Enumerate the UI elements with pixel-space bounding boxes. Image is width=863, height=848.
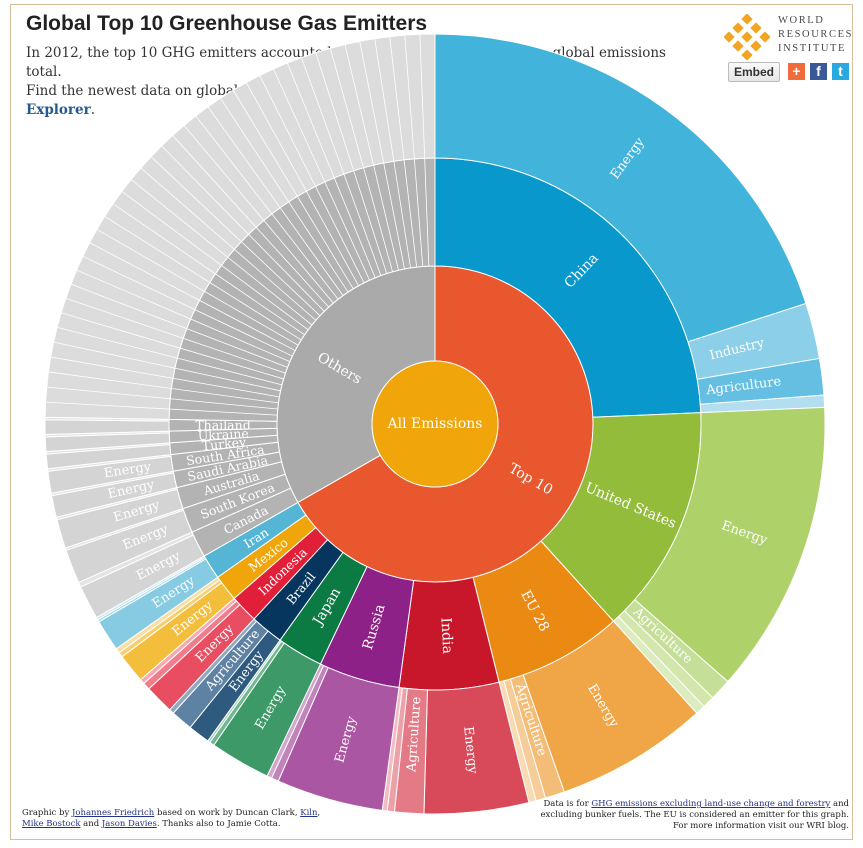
credit-link-friedrich[interactable]: Johannes Friedrich (71, 808, 155, 818)
minor-emitter-divider (46, 386, 278, 410)
wri-logo-icon (724, 14, 770, 60)
minor-emitter-divider (161, 145, 325, 312)
minor-emitter-divider (344, 44, 399, 271)
minor-emitter-divider (207, 106, 344, 296)
logo-line-1: WORLD (778, 15, 825, 26)
minor-emitter-divider (112, 203, 305, 336)
minor-emitter-divider (48, 371, 279, 404)
minor-emitter-divider (329, 48, 393, 272)
minor-emitter-divider (301, 57, 382, 276)
minor-emitter-divider (150, 156, 321, 316)
sector-label-south-africa-energy: Energy (103, 459, 153, 481)
wri-logo[interactable]: WORLD RESOURCES INSTITUTE (724, 12, 852, 60)
facebook-icon[interactable]: f (810, 63, 827, 80)
credit-link-kiln[interactable]: Kiln (300, 808, 318, 818)
embed-button[interactable]: Embed (728, 62, 780, 82)
note-mid: and (830, 799, 849, 809)
credit-link-bostock[interactable]: Mike Bostock (22, 819, 81, 829)
note-prefix: Data is for (543, 799, 592, 809)
data-note: Data is for GHG emissions excluding land… (539, 799, 849, 832)
minor-emitter-divider (89, 242, 296, 351)
minor-emitter-divider (359, 41, 405, 270)
ghg-definition-link[interactable]: GHG emissions excluding land-use change … (591, 799, 831, 809)
minor-emitter-divider (70, 283, 288, 368)
minor-emitter-divider (82, 255, 293, 357)
minor-emitter-divider (419, 34, 430, 267)
minor-emitter-divider (183, 125, 334, 304)
root-circle[interactable] (371, 360, 499, 488)
note-line-2: excluding bunker fuels. The EU is consid… (540, 810, 849, 820)
minor-emitter-divider (389, 36, 418, 268)
minor-emitter-divider (232, 90, 354, 289)
minor-emitter-divider (172, 135, 330, 308)
note-line-3: For more information visit our WRI blog. (672, 821, 849, 831)
credits-mid-1: based on work by Duncan Clark, (154, 808, 301, 818)
minor-emitter-divider (315, 52, 388, 274)
credits-suffix: . Thanks also to Jamie Cotta. (156, 819, 281, 829)
minor-emitter-divider (50, 356, 280, 398)
minor-emitter-divider (140, 167, 317, 321)
credits-text: Graphic by Johannes Friedrich based on w… (22, 808, 322, 830)
twitter-icon[interactable]: t (832, 63, 849, 80)
wri-logo-text: WORLD RESOURCES INSTITUTE (778, 14, 853, 56)
sector-label-india-agriculture: Agriculture (404, 696, 424, 774)
minor-emitter-divider (61, 312, 284, 380)
country-label-india: India (437, 617, 455, 654)
credits-mid-2: , (317, 808, 321, 818)
minor-emitter-divider (259, 75, 365, 284)
minor-emitter-divider (121, 191, 309, 331)
logo-line-2: RESOURCES (778, 29, 854, 40)
minor-emitter-divider (96, 229, 299, 346)
minor-emitter-divider (130, 179, 313, 326)
credits-prefix: Graphic by (22, 808, 72, 818)
sector-arc-other-other[interactable] (44, 33, 436, 420)
minor-emitter-divider (273, 68, 370, 281)
minor-emitter-divider (76, 269, 290, 363)
sector-arc-china-energy[interactable] (434, 33, 807, 343)
minor-emitter-divider (45, 401, 278, 416)
minor-emitter-divider (374, 38, 411, 268)
minor-emitter-divider (404, 35, 424, 267)
minor-emitter-divider (104, 216, 302, 341)
minor-emitter-divider (195, 115, 339, 300)
minor-emitter-divider (246, 82, 359, 286)
share-plus-icon[interactable]: + (788, 63, 805, 80)
root-label: All Emissions (387, 416, 483, 432)
page-title: Global Top 10 Greenhouse Gas Emitters (26, 12, 428, 35)
subtitle-suffix: . (90, 102, 96, 118)
credit-link-davies[interactable]: Jason Davies (101, 819, 157, 829)
minor-emitter-divider (286, 62, 376, 278)
minor-emitter-divider (220, 98, 349, 293)
country-label-thailand: Thailand (195, 417, 250, 432)
logo-line-3: INSTITUTE (778, 43, 847, 54)
sector-label-india-energy: Energy (460, 726, 480, 775)
minor-emitter-divider (53, 341, 281, 392)
minor-emitter-divider (65, 297, 286, 374)
minor-emitter-divider (57, 326, 283, 386)
credits-mid-3: and (80, 819, 102, 829)
